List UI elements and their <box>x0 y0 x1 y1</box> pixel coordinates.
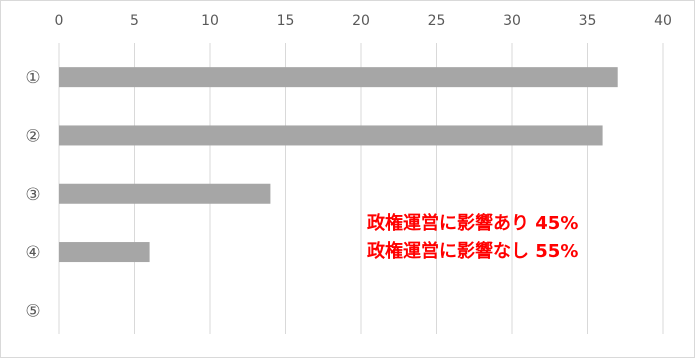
annotation-affected: 政権運営に影響あり 45% <box>367 213 579 234</box>
category-label: ② <box>25 126 40 146</box>
category-label: ③ <box>25 185 40 205</box>
bars <box>59 67 618 263</box>
x-tick-label: 0 <box>55 13 64 29</box>
x-tick-labels: 0 5 10 15 20 25 30 35 40 <box>55 13 672 29</box>
gridlines <box>58 43 664 334</box>
x-tick-label: 40 <box>654 13 672 29</box>
x-tick-label: 10 <box>201 13 219 29</box>
bar <box>59 242 150 263</box>
x-tick-label: 20 <box>352 13 370 29</box>
x-tick-label: 35 <box>579 13 597 29</box>
annotation-not-affected: 政権運営に影響なし 55% <box>367 241 579 262</box>
x-tick-label: 15 <box>277 13 295 29</box>
bar <box>59 183 271 204</box>
bar <box>59 125 603 146</box>
annotation-box: 政権運営に影響あり 45% 政権運営に影響なし 55% <box>367 210 578 266</box>
x-tick-label: 5 <box>130 13 139 29</box>
category-labels: ① ② ③ ④ ⑤ <box>25 68 40 321</box>
x-tick-label: 30 <box>503 13 521 29</box>
category-label: ① <box>25 68 40 88</box>
category-label: ④ <box>25 243 40 263</box>
category-label: ⑤ <box>25 301 40 321</box>
x-tick-label: 25 <box>428 13 446 29</box>
bar <box>59 67 618 88</box>
